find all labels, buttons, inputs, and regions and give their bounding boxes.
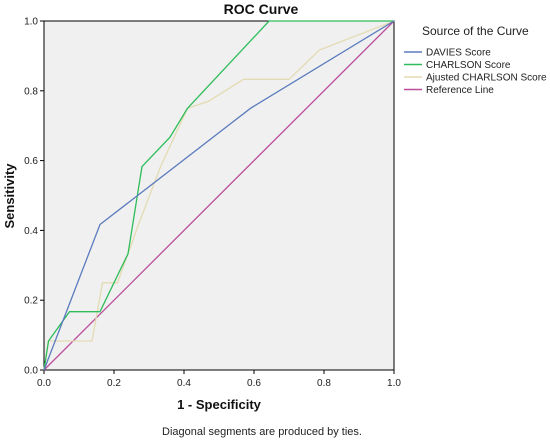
axis-ticks: 0.0 0.2 0.4 0.6 0.8 1.0 0.0 0.2 0.4 0.6 0.8 1.0 [24,17,401,390]
chart-title: ROC Curve [224,1,299,17]
x-tick-label: 1.0 [387,378,401,389]
y-tick-label: 0.0 [24,366,38,377]
y-axis-title: Sensitivity [2,163,17,229]
x-tick-label: 0.4 [177,378,191,389]
series-line-reference-line [43,20,395,371]
x-tick-label: 0.2 [107,378,121,389]
footnote: Diagonal segments are produced by ties. [162,426,362,438]
legend-label: DAVIES Score [426,48,491,59]
y-tick-label: 0.2 [24,296,38,307]
y-tick-label: 0.6 [24,156,38,167]
y-tick-label: 0.8 [24,86,38,97]
legend-label: Reference Line [426,85,494,96]
series-line-davies-score [43,20,395,371]
series-line-charlson-score [43,20,394,371]
x-tick-label: 0.6 [247,378,261,389]
series-lines [43,20,395,371]
x-tick-label: 0.8 [317,378,331,389]
legend-label: Ajusted CHARLSON Score [426,73,547,84]
x-tick-label: 0.0 [37,378,51,389]
y-tick-label: 1.0 [24,17,38,28]
y-tick-label: 0.4 [24,226,38,237]
legend-title: Source of the Curve [422,24,529,38]
series-line-ajusted-charlson-score [43,20,395,371]
x-axis-title: 1 - Specificity [177,397,262,412]
legend-label: CHARLSON Score [426,60,511,71]
